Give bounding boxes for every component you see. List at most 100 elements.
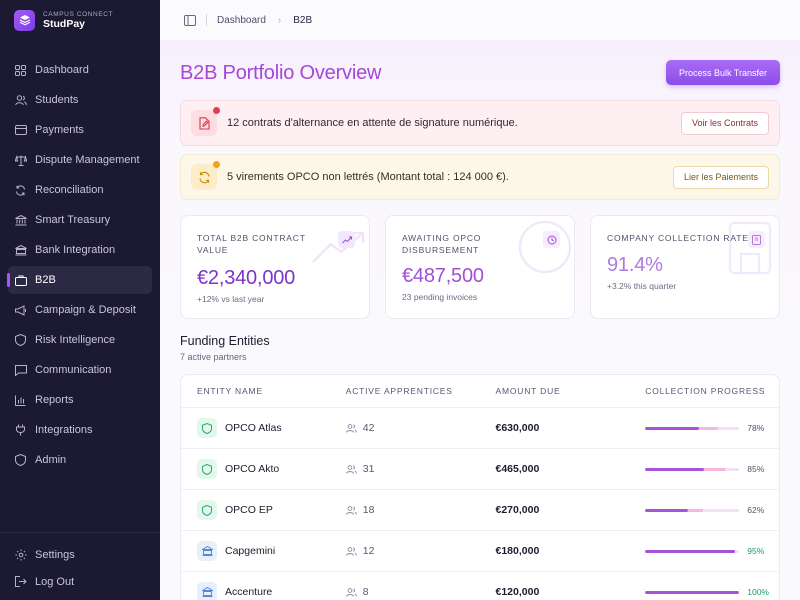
- stat-sub: +3.2% this quarter: [607, 281, 677, 292]
- table-row[interactable]: OPCO Atlas 42 €630,000 78%: [181, 408, 779, 449]
- sidebar-toggle-icon[interactable]: [184, 14, 196, 26]
- users-icon: [345, 587, 357, 597]
- column-header[interactable]: Collection Progress: [645, 386, 766, 396]
- sidebar-item-label: Campaign & Deposit: [35, 304, 136, 316]
- plug-icon: [14, 424, 27, 437]
- entity-cell: OPCO EP: [197, 500, 346, 520]
- users-icon: [345, 546, 357, 556]
- sidebar-item-bank-integration[interactable]: Bank Integration: [0, 235, 160, 265]
- amount-due: €180,000: [495, 545, 540, 557]
- table-header: Entity Name Active Apprentices Amount Du…: [181, 375, 779, 408]
- briefcase-icon: [14, 274, 27, 287]
- shield-icon: [197, 500, 217, 520]
- apprentices-cell: 12: [345, 545, 496, 557]
- apprentice-count: 18: [362, 504, 375, 516]
- sidebar-item-label: Log Out: [35, 575, 75, 588]
- transfers-alert: 5 virements OPCO non lettrés (Montant to…: [180, 154, 780, 200]
- alert-message: 5 virements OPCO non lettrés (Montant to…: [227, 171, 509, 183]
- sidebar-item-campaign-deposit[interactable]: Campaign & Deposit: [0, 295, 160, 325]
- stat-card-contract-value: Total B2B Contract Value €2,340,000 +12%…: [180, 215, 370, 319]
- progress-cell: 100%: [645, 587, 779, 597]
- sync-icon: [191, 161, 220, 190]
- process-bulk-transfer-button[interactable]: Process Bulk Transfer: [666, 60, 780, 85]
- credit-card-icon: [14, 124, 27, 137]
- shield-admin-icon: [14, 454, 27, 467]
- shield-icon: [197, 418, 217, 438]
- gear-icon: [14, 548, 27, 561]
- column-header[interactable]: Amount Due: [495, 386, 561, 396]
- progress-cell: 95%: [645, 546, 779, 556]
- table-body: OPCO Atlas 42 €630,000 78% OPCO Akto 31 …: [181, 408, 779, 600]
- sidebar-item-label: Payments: [35, 124, 84, 136]
- collection-progress-bar: [645, 508, 740, 512]
- sidebar-item-reports[interactable]: Reports: [0, 385, 160, 415]
- stat-label: Company Collection Rate: [607, 233, 749, 243]
- column-header[interactable]: Active Apprentices: [345, 386, 453, 396]
- sidebar-item-reconciliation[interactable]: Reconciliation: [0, 175, 160, 205]
- amount-due: €630,000: [495, 422, 540, 434]
- sidebar-item-smart-treasury[interactable]: Smart Treasury: [0, 205, 160, 235]
- sidebar-item-payments[interactable]: Payments: [0, 115, 160, 145]
- sidebar-item-integrations[interactable]: Integrations: [0, 415, 160, 445]
- sidebar-item-label: Integrations: [35, 424, 93, 436]
- apprentices-cell: 18: [345, 504, 496, 516]
- alert-dot: [213, 161, 220, 168]
- bank-icon: [14, 214, 27, 227]
- sidebar-item-label: Bank Integration: [35, 244, 116, 256]
- sidebar-item-students[interactable]: Students: [0, 85, 160, 115]
- brand[interactable]: CAMPUS CONNECT StudPay: [0, 0, 160, 40]
- sidebar-item-admin[interactable]: Admin: [0, 445, 160, 475]
- stat-value: 91.4%: [607, 254, 663, 277]
- collection-progress-bar: [645, 549, 740, 553]
- link-payments-button[interactable]: Lier les Paiements: [672, 165, 769, 189]
- trending-up-icon: [338, 231, 355, 248]
- breadcrumb-root[interactable]: Dashboard: [217, 14, 266, 26]
- apprentice-count: 31: [362, 463, 375, 475]
- stat-card-collection-rate: Company Collection Rate 91.4% +3.2% this…: [590, 215, 780, 319]
- table-row[interactable]: Capgemini 12 €180,000 95%: [181, 531, 779, 572]
- users-icon: [14, 94, 27, 107]
- sidebar-item-label: Communication: [35, 364, 112, 376]
- table-row[interactable]: OPCO EP 18 €270,000 62%: [181, 490, 779, 531]
- sidebar-item-label: Dispute Management: [35, 154, 140, 166]
- amount-due: €465,000: [495, 463, 540, 475]
- clock-watermark-icon: [518, 220, 572, 274]
- sidebar-item-label: Reports: [35, 394, 74, 406]
- scale-icon: [14, 154, 27, 167]
- entity-name: Capgemini: [225, 545, 276, 557]
- progress-percent: 100%: [747, 587, 769, 597]
- entity-cell: Accenture: [197, 582, 346, 600]
- users-icon: [345, 505, 357, 515]
- sidebar-item-label: B2B: [35, 274, 56, 286]
- sidebar-item-settings[interactable]: Settings: [0, 541, 160, 568]
- sidebar-item-communication[interactable]: Communication: [0, 355, 160, 385]
- sidebar-item-log-out[interactable]: Log Out: [0, 568, 160, 595]
- users-icon: [345, 423, 357, 433]
- stack-logo-icon: [14, 9, 35, 31]
- alert-message: 12 contrats d'alternance en attente de s…: [227, 117, 518, 129]
- table-row[interactable]: Accenture 8 €120,000 100%: [181, 572, 779, 600]
- sidebar-item-dashboard[interactable]: Dashboard: [0, 55, 160, 85]
- sidebar-item-label: Settings: [35, 548, 75, 561]
- progress-cell: 62%: [645, 505, 779, 515]
- progress-percent: 62%: [747, 505, 765, 515]
- sidebar-item-risk-intelligence[interactable]: Risk Intelligence: [0, 325, 160, 355]
- building-watermark-icon: [728, 221, 772, 275]
- clock-icon: [543, 231, 560, 248]
- table-row[interactable]: OPCO Akto 31 €465,000 85%: [181, 449, 779, 490]
- apprentices-cell: 42: [345, 422, 496, 434]
- apprentices-cell: 8: [345, 586, 496, 598]
- sidebar-item-dispute-management[interactable]: Dispute Management: [0, 145, 160, 175]
- logout-icon: [14, 575, 27, 588]
- shield-icon: [197, 459, 217, 479]
- contracts-alert: 12 contrats d'alternance en attente de s…: [180, 100, 780, 146]
- sidebar-item-label: Dashboard: [35, 64, 89, 76]
- stat-value: €487,500: [402, 264, 484, 287]
- main-content: B2B Portfolio Overview Process Bulk Tran…: [160, 40, 800, 600]
- view-contracts-button[interactable]: Voir les Contrats: [680, 111, 769, 135]
- sidebar-item-label: Admin: [35, 454, 67, 466]
- sidebar-item-b2b[interactable]: B2B: [7, 266, 152, 294]
- column-header[interactable]: Entity Name: [197, 386, 263, 396]
- entity-cell: OPCO Akto: [197, 459, 346, 479]
- refresh-icon: [14, 184, 27, 197]
